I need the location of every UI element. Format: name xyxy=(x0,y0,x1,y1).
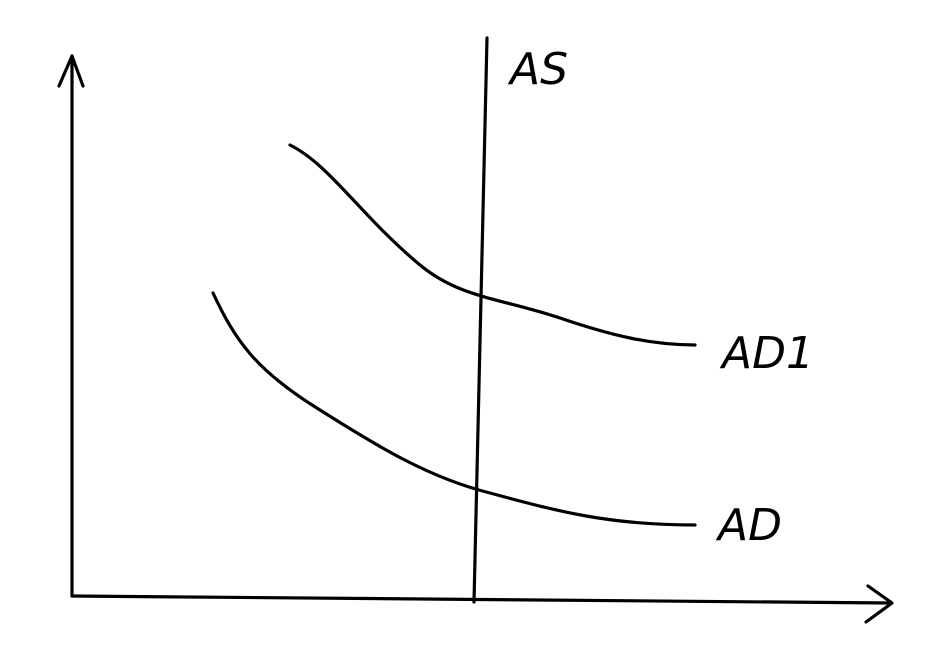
x-axis-arrowhead xyxy=(864,584,894,624)
ad1-curve xyxy=(288,143,697,347)
y-axis xyxy=(57,54,85,598)
y-axis-arrowhead xyxy=(57,54,85,88)
ad1-label: AD1 xyxy=(719,328,814,379)
x-axis-line xyxy=(70,594,892,605)
as-label: AS xyxy=(507,44,568,95)
x-axis xyxy=(70,584,894,624)
as-curve xyxy=(472,36,489,604)
ad-label: AD xyxy=(715,500,782,551)
ad-curve xyxy=(211,291,697,527)
